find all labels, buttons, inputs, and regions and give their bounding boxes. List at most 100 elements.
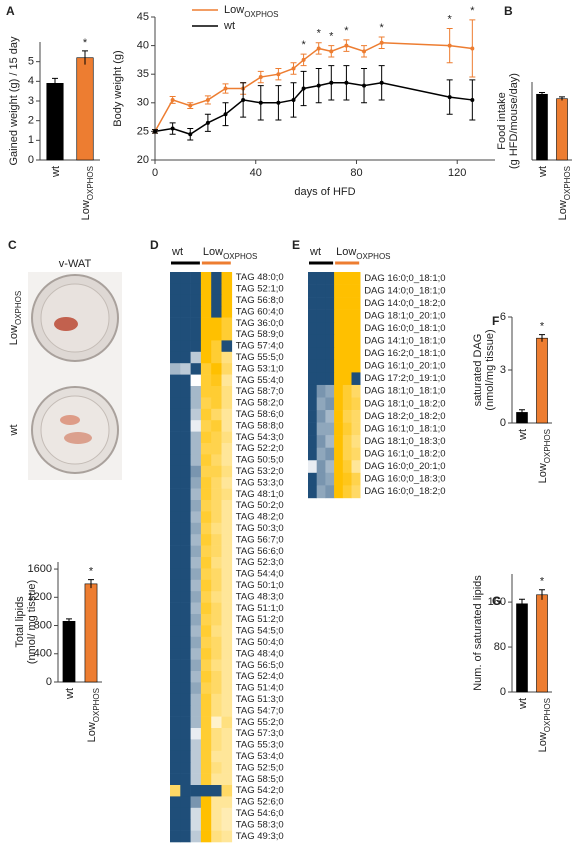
heatmap-cell <box>180 579 191 592</box>
panel-letter: A <box>6 4 15 18</box>
bar <box>84 583 98 683</box>
row-label: TAG 48:1;0 <box>236 489 284 500</box>
heatmap-cell <box>170 545 181 558</box>
heatmap-cell <box>180 545 191 558</box>
heatmap-cell <box>351 485 361 499</box>
heatmap-cell <box>308 297 317 310</box>
row-label: TAG 52:6;0 <box>236 797 284 808</box>
heatmap-cell <box>325 460 335 474</box>
heatmap-cell <box>221 614 233 626</box>
heatmap-cell <box>308 397 317 411</box>
heatmap-cell <box>190 682 202 695</box>
heatmap-cell <box>180 317 191 330</box>
heatmap-cell <box>221 374 233 387</box>
heatmap-cell <box>221 465 233 478</box>
row-label: TAG 54:5;0 <box>236 626 284 637</box>
photo <box>28 272 122 480</box>
x-tick-label: wt <box>64 688 76 700</box>
heatmap-cell <box>316 272 326 285</box>
heatmap-cell <box>221 443 233 455</box>
heatmap-cell <box>200 762 212 774</box>
point <box>276 100 281 105</box>
point <box>188 132 193 137</box>
heatmap-cell <box>190 386 202 398</box>
heatmap-cell <box>200 591 212 603</box>
heatmap-cell <box>221 397 233 410</box>
heatmap-cell <box>190 317 202 330</box>
heatmap-cell <box>190 785 202 797</box>
heatmap-cell <box>190 374 202 387</box>
heatmap-cell <box>180 420 191 432</box>
heatmap-cell <box>200 671 212 683</box>
significance: * <box>540 321 545 333</box>
heatmap-cell <box>211 363 222 375</box>
column-group-label-sub: OXPHOS <box>223 252 257 261</box>
heatmap-cell <box>334 309 344 323</box>
heatmap-cell <box>170 488 181 501</box>
y-tick-label: 4 <box>28 75 34 87</box>
point <box>153 129 157 134</box>
row-label: TAG 58:8;0 <box>236 420 284 431</box>
heatmap-cell <box>221 386 233 398</box>
heatmap-cell <box>211 317 222 330</box>
heatmap-cell <box>308 435 317 448</box>
row-label: TAG 52:3;0 <box>236 557 284 568</box>
heatmap-cell <box>170 636 181 649</box>
bar <box>536 594 548 693</box>
heatmap-cell <box>190 625 202 638</box>
heatmap-cell <box>180 477 191 489</box>
legend-label: wt <box>223 20 235 32</box>
heatmap-cell <box>170 374 181 387</box>
heatmap-cell <box>200 374 212 387</box>
y-tick-label: 1600 <box>28 563 52 575</box>
heatmap-cell <box>342 359 352 373</box>
heatmap-cell <box>325 322 335 336</box>
heatmap-cell <box>190 272 202 284</box>
heatmap-cell <box>180 693 191 706</box>
heatmap-cell <box>200 329 212 341</box>
y-tick-label: 5 <box>28 56 34 68</box>
legend-label-main: Low <box>224 4 244 16</box>
point <box>362 49 367 54</box>
heatmap-cell <box>190 500 202 512</box>
significance: * <box>380 22 385 34</box>
heatmap-cell <box>200 397 212 410</box>
heatmap-cell <box>180 750 191 763</box>
y-tick-label: 20 <box>137 154 149 166</box>
heatmap-cell <box>190 807 202 820</box>
x-tick-label-main: Low <box>557 200 569 220</box>
heatmap-cell <box>211 648 222 660</box>
heatmap-cell <box>351 359 361 373</box>
heatmap-cell <box>190 739 202 752</box>
tissue <box>64 432 92 444</box>
row-label: TAG 55:2;0 <box>236 717 284 728</box>
heatmap-cell <box>351 272 361 285</box>
heatmap-cell <box>180 454 191 467</box>
heatmap-cell <box>180 294 191 307</box>
heatmap-cell <box>211 534 222 546</box>
heatmap-cell <box>351 322 361 336</box>
heatmap-cell <box>190 568 202 581</box>
heatmap-cell <box>200 511 212 524</box>
heatmap-cell <box>170 477 181 489</box>
heatmap-cell <box>325 284 335 298</box>
heatmap-cell <box>211 329 222 341</box>
heatmap-cell <box>221 728 233 740</box>
panel-letter: G <box>492 594 501 608</box>
error-bar <box>539 334 545 342</box>
row-label: TAG 50:2;0 <box>236 500 284 511</box>
heatmap-cell <box>316 435 326 448</box>
heatmap-cell <box>221 750 233 763</box>
heatmap-cell <box>170 340 181 353</box>
row-label: TAG 58:3;0 <box>236 819 284 830</box>
heatmap-cell <box>221 807 233 820</box>
y-tick-label: 0 <box>500 686 506 698</box>
heatmap-cell <box>170 659 181 672</box>
heatmap-cell <box>180 830 191 843</box>
row-label: DAG 16:0;0_18:3;0 <box>364 474 445 485</box>
heatmap-cell <box>351 309 361 323</box>
heatmap-cell <box>180 408 191 421</box>
heatmap-cell <box>334 372 344 386</box>
heatmap-cell <box>190 648 202 660</box>
heatmap-cell <box>221 773 233 786</box>
